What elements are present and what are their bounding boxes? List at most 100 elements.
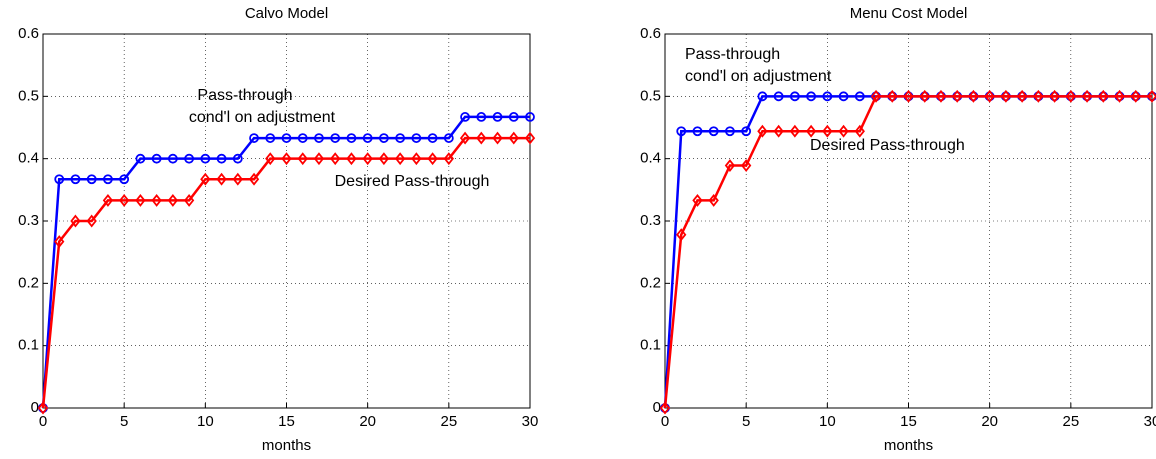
annotation: Desired Pass-through xyxy=(810,137,965,154)
marker xyxy=(725,126,735,137)
marker xyxy=(1016,89,1028,103)
x-tick-label: 15 xyxy=(900,413,917,430)
marker xyxy=(378,133,389,143)
marker xyxy=(232,153,243,164)
marker xyxy=(167,153,178,164)
marker xyxy=(1081,89,1093,103)
marker xyxy=(216,153,227,164)
marker xyxy=(870,89,882,103)
marker xyxy=(362,133,373,143)
marker xyxy=(86,174,97,185)
x-axis-label: months xyxy=(884,437,933,454)
x-tick-label: 10 xyxy=(819,413,836,430)
marker xyxy=(968,89,979,103)
x-tick-label: 20 xyxy=(981,413,998,430)
marker xyxy=(773,124,784,138)
marker xyxy=(854,91,865,102)
marker xyxy=(708,126,719,137)
marker xyxy=(476,112,487,122)
annotation: Pass-through xyxy=(197,87,292,104)
marker xyxy=(102,193,114,207)
marker xyxy=(460,112,470,122)
marker xyxy=(757,91,768,102)
y-tick-label: 0 xyxy=(653,399,661,416)
marker xyxy=(1114,89,1125,103)
marker xyxy=(525,112,535,122)
marker xyxy=(135,193,146,207)
marker xyxy=(838,91,849,102)
marker xyxy=(443,133,454,143)
marker xyxy=(773,91,784,102)
marker xyxy=(86,214,97,228)
marker xyxy=(476,131,487,145)
y-tick-label: 0.1 xyxy=(640,337,661,354)
marker xyxy=(265,152,276,166)
marker xyxy=(362,152,373,166)
data-line xyxy=(41,115,530,409)
marker xyxy=(854,124,865,138)
data-line xyxy=(41,136,530,409)
marker xyxy=(70,174,81,185)
marker xyxy=(806,91,816,102)
marker xyxy=(167,193,179,207)
marker xyxy=(394,152,406,166)
marker xyxy=(1000,89,1012,103)
marker xyxy=(903,89,914,103)
y-tick-label: 0.4 xyxy=(18,150,39,167)
marker xyxy=(789,91,800,102)
marker xyxy=(330,133,341,143)
marker xyxy=(103,174,113,185)
marker xyxy=(443,152,454,166)
y-tick-label: 0 xyxy=(31,399,39,416)
marker xyxy=(822,91,833,102)
marker xyxy=(508,112,519,122)
marker xyxy=(183,193,195,207)
x-tick-label: 0 xyxy=(39,413,47,430)
data-line xyxy=(663,95,1152,409)
marker xyxy=(37,401,49,415)
x-tick-label: 30 xyxy=(522,413,539,430)
marker xyxy=(151,153,162,164)
marker xyxy=(757,124,768,138)
marker xyxy=(54,235,65,249)
marker xyxy=(119,174,130,185)
y-tick-label: 0.2 xyxy=(640,274,661,291)
x-tick-label: 0 xyxy=(661,413,669,430)
marker xyxy=(676,228,687,242)
marker xyxy=(297,152,308,166)
x-tick-label: 5 xyxy=(120,413,128,430)
marker xyxy=(724,159,736,172)
marker xyxy=(1065,89,1076,103)
marker xyxy=(216,172,227,186)
marker xyxy=(151,193,162,207)
marker xyxy=(524,131,536,145)
marker xyxy=(297,133,308,143)
annotation: Desired Pass-through xyxy=(335,173,490,190)
marker xyxy=(54,174,65,185)
y-tick-label: 0.6 xyxy=(640,25,661,42)
marker xyxy=(411,152,422,166)
y-tick-label: 0.1 xyxy=(18,337,39,354)
marker xyxy=(395,133,406,143)
marker xyxy=(805,124,817,138)
x-tick-label: 10 xyxy=(197,413,214,430)
marker xyxy=(232,172,243,186)
y-tick-label: 0.4 xyxy=(640,150,661,167)
x-tick-label: 25 xyxy=(440,413,457,430)
marker xyxy=(200,153,211,164)
marker xyxy=(249,133,259,143)
marker xyxy=(692,193,703,207)
marker xyxy=(411,133,422,143)
marker xyxy=(378,152,390,166)
marker xyxy=(741,126,752,137)
marker xyxy=(741,159,752,172)
y-tick-label: 0.6 xyxy=(18,25,39,42)
marker xyxy=(346,133,357,143)
annotation: Pass-through xyxy=(685,46,780,63)
annotation: cond'l on adjustment xyxy=(685,68,832,85)
marker xyxy=(789,124,801,138)
marker xyxy=(1146,89,1156,103)
marker xyxy=(952,89,963,103)
marker xyxy=(265,133,276,143)
